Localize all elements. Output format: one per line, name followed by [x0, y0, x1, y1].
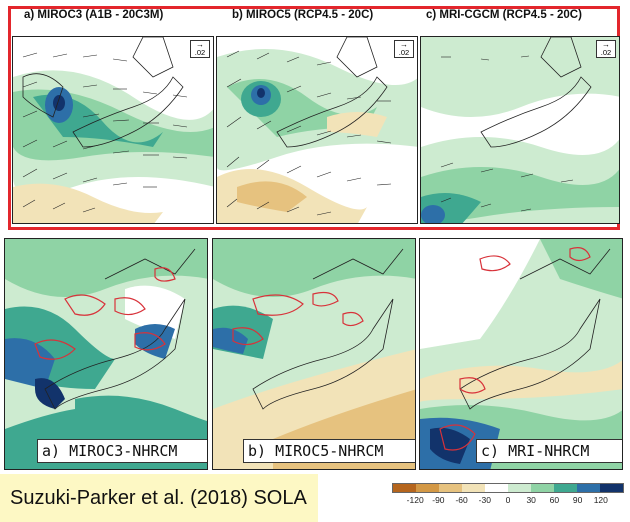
colorbar-tick-label: -60 — [455, 495, 468, 505]
colorbar-segment — [531, 484, 554, 492]
bottom-map-c: c) MRI-NHRCM — [419, 238, 623, 470]
colorbar-segment — [485, 484, 508, 492]
colorbar-segment — [439, 484, 462, 492]
colorbar-tick-label: -120 — [406, 495, 424, 505]
vector-scale-box: → .02 — [190, 40, 210, 58]
colorbar-segment — [554, 484, 577, 492]
bottom-map-a-graphic — [5, 239, 207, 469]
colorbar-segment — [462, 484, 485, 492]
bottom-panel-label-b: b) MIROC5-NHRCM — [243, 439, 415, 463]
colorbar-tick-label: 90 — [572, 495, 583, 505]
colorbar-tick-label: 120 — [593, 495, 608, 505]
colorbar-tick-label: -90 — [432, 495, 445, 505]
top-map-c: → .02 — [420, 36, 620, 224]
top-panel-title-c: c) MRI-CGCM (RCP4.5 - 20C) — [426, 9, 582, 21]
top-map-a: → .02 — [12, 36, 214, 224]
colorbar-segment — [393, 484, 416, 492]
colorbar-segment — [508, 484, 531, 492]
colorbar-tick-label: 60 — [549, 495, 560, 505]
colorbar-segment — [577, 484, 600, 492]
colorbar-tick-label: 0 — [505, 495, 511, 505]
bottom-panel-label-a: a) MIROC3-NHRCM — [37, 439, 207, 463]
top-map-c-graphic — [421, 37, 619, 223]
bottom-map-a: a) MIROC3-NHRCM — [4, 238, 208, 470]
top-map-b: → .02 — [216, 36, 418, 224]
colorbar-segment — [600, 484, 623, 492]
colorbar-tick-label: -30 — [478, 495, 491, 505]
top-panel-title-a: a) MIROC3 (A1B - 20C3M) — [24, 9, 164, 21]
colorbar-tick-label: 30 — [526, 495, 536, 505]
bottom-map-c-graphic — [420, 239, 622, 469]
bottom-map-b-graphic — [213, 239, 415, 469]
bottom-map-b: b) MIROC5-NHRCM — [212, 238, 416, 470]
citation-text: Suzuki-Parker et al. (2018) SOLA — [0, 474, 318, 522]
vector-scale-box: → .02 — [394, 40, 414, 58]
top-panel-title-b: b) MIROC5 (RCP4.5 - 20C) — [232, 9, 374, 21]
colorbar — [392, 483, 624, 493]
top-map-b-graphic — [217, 37, 417, 223]
colorbar-segment — [416, 484, 439, 492]
bottom-panel-label-c: c) MRI-NHRCM — [476, 439, 622, 463]
top-map-a-graphic — [13, 37, 213, 223]
vector-scale-box: → .02 — [596, 40, 616, 58]
